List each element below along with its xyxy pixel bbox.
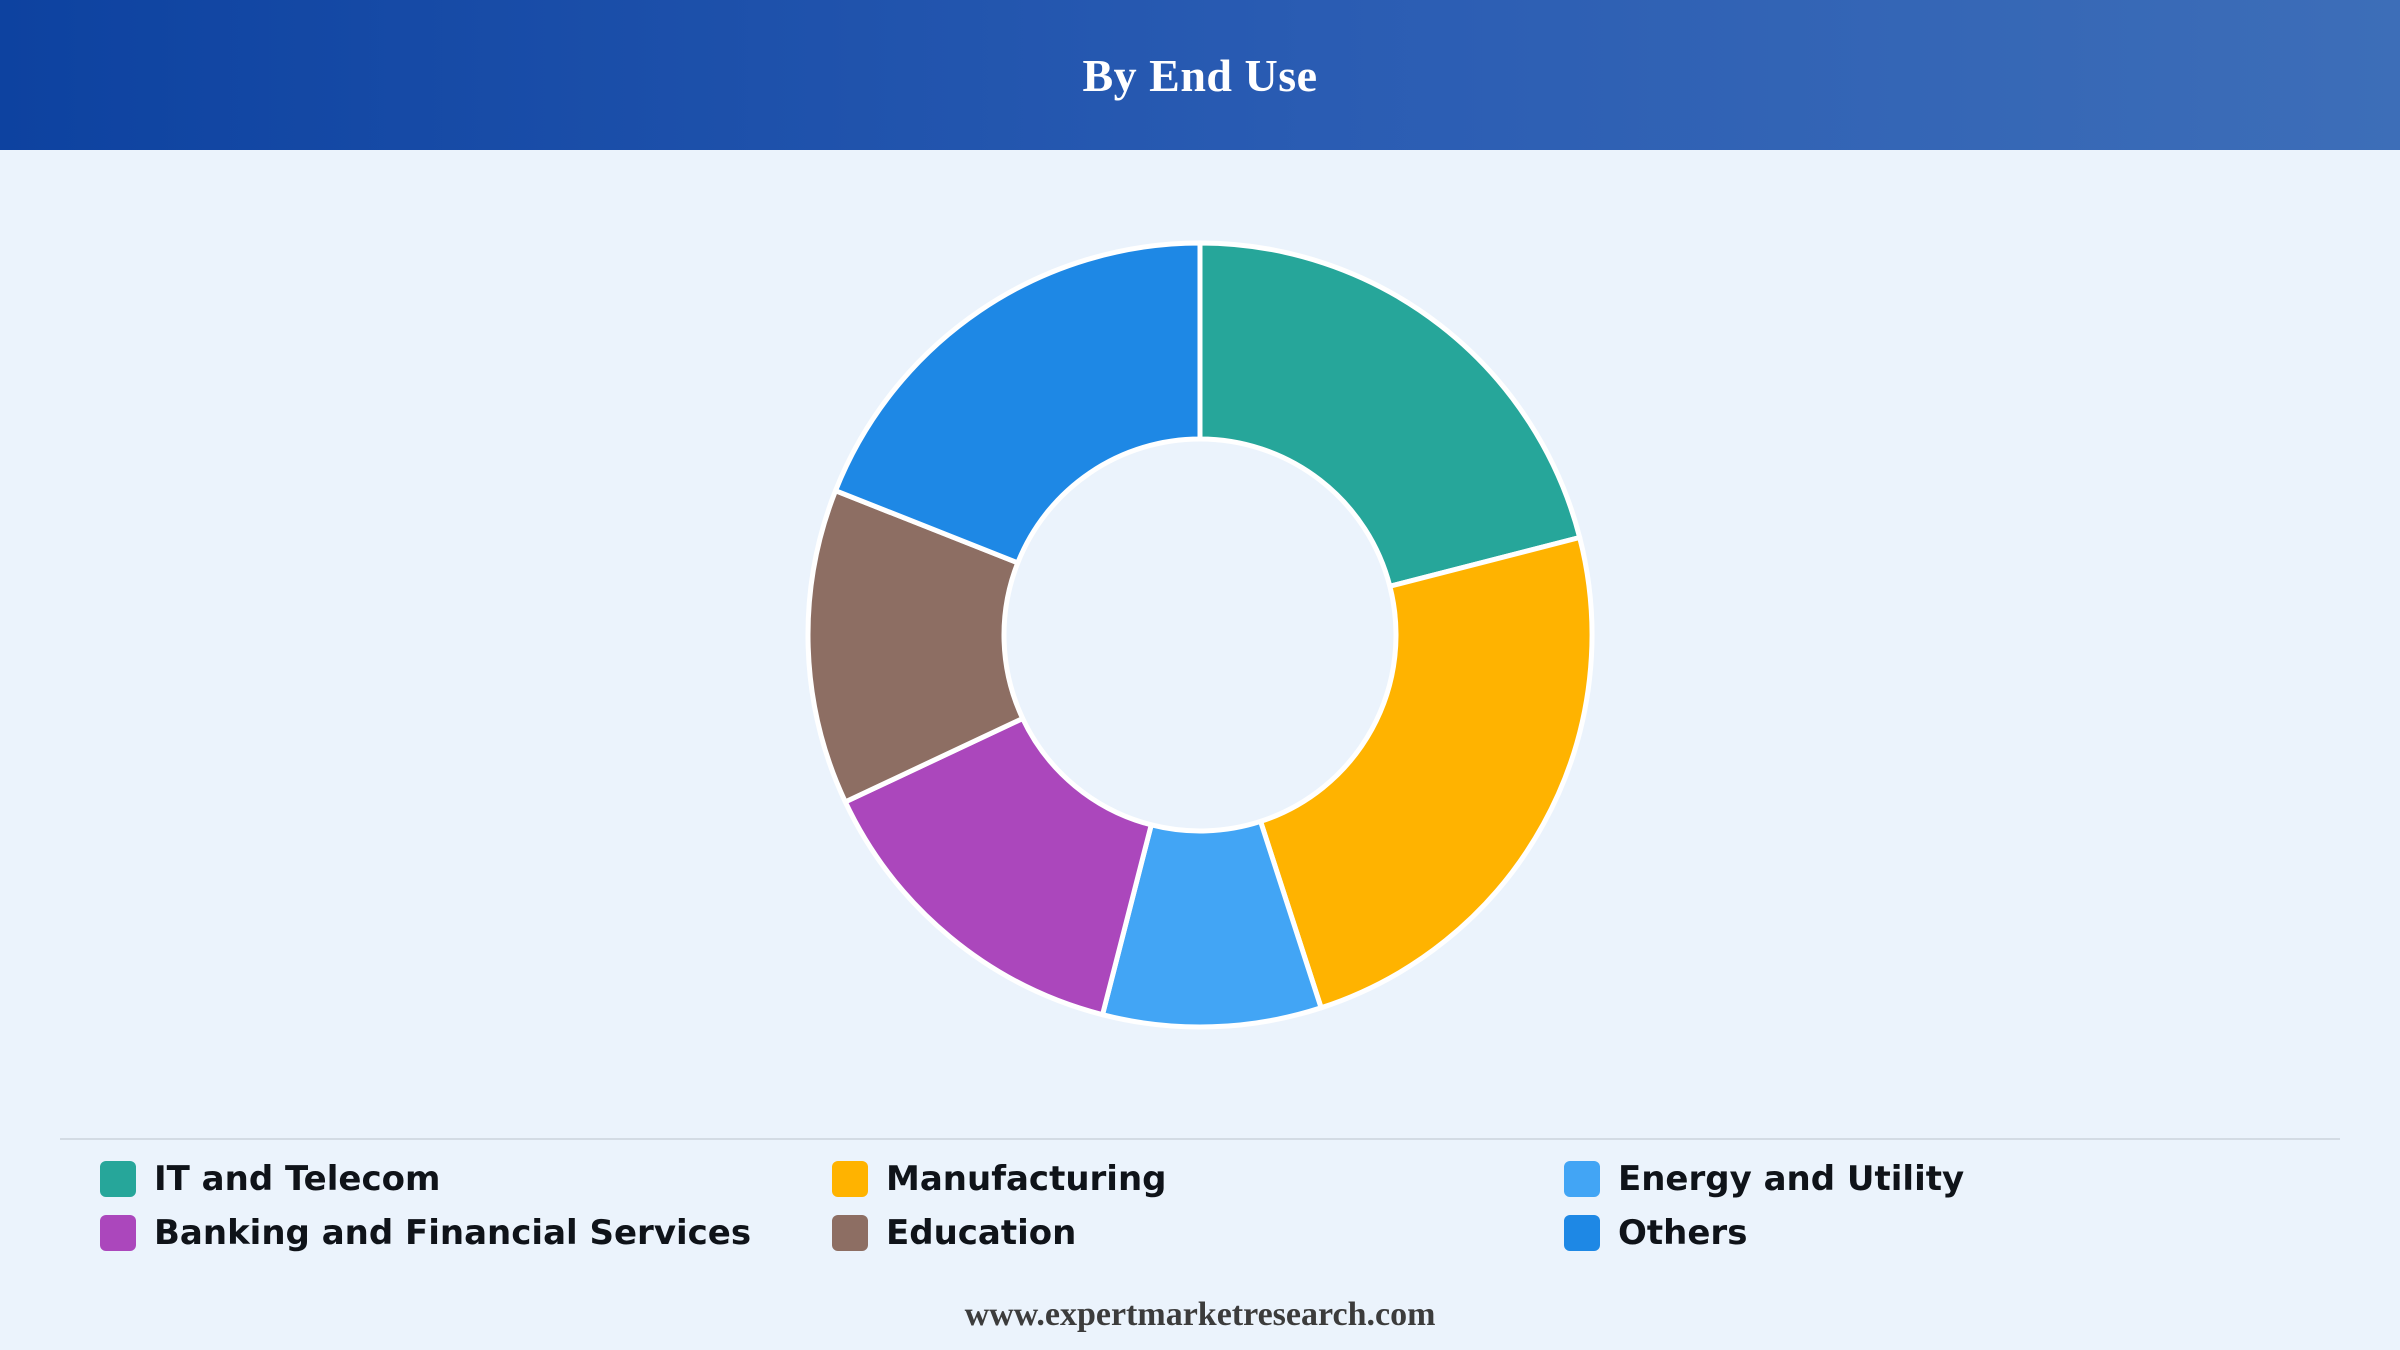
chart-legend: IT and Telecom Manufacturing Energy and …	[100, 1152, 2340, 1260]
donut-chart	[805, 240, 1595, 1030]
legend-item[interactable]: Banking and Financial Services	[100, 1206, 832, 1260]
legend-item[interactable]: Others	[1564, 1206, 2296, 1260]
donut-slice-education[interactable]	[805, 488, 1026, 805]
donut-slice-others[interactable]	[833, 240, 1203, 566]
header-banner: By End Use	[0, 0, 2400, 150]
donut-slice-banking-and-financial-services[interactable]	[842, 715, 1154, 1018]
legend-label: Others	[1618, 1213, 1748, 1253]
legend-label: Energy and Utility	[1618, 1159, 1965, 1199]
legend-swatch	[100, 1161, 136, 1197]
chart-title: By End Use	[1082, 49, 1318, 101]
legend-item[interactable]: Manufacturing	[832, 1152, 1564, 1206]
legend-item[interactable]: Energy and Utility	[1564, 1152, 2296, 1206]
legend-label: IT and Telecom	[154, 1159, 441, 1199]
legend-item[interactable]: IT and Telecom	[100, 1152, 832, 1206]
legend-swatch	[100, 1215, 136, 1251]
legend-label: Banking and Financial Services	[154, 1213, 752, 1253]
legend-label: Manufacturing	[886, 1159, 1167, 1199]
legend-swatch	[1564, 1161, 1600, 1197]
legend-swatch	[1564, 1215, 1600, 1251]
footer-source-url: www.expertmarketresearch.com	[964, 1296, 1436, 1333]
legend-label: Education	[886, 1213, 1077, 1253]
legend-swatch	[832, 1161, 868, 1197]
donut-slice-manufacturing[interactable]	[1258, 535, 1595, 1011]
legend-item[interactable]: Education	[832, 1206, 1564, 1260]
legend-divider	[60, 1138, 2340, 1140]
legend-swatch	[832, 1215, 868, 1251]
donut-slice-it-and-telecom[interactable]	[1197, 240, 1583, 589]
